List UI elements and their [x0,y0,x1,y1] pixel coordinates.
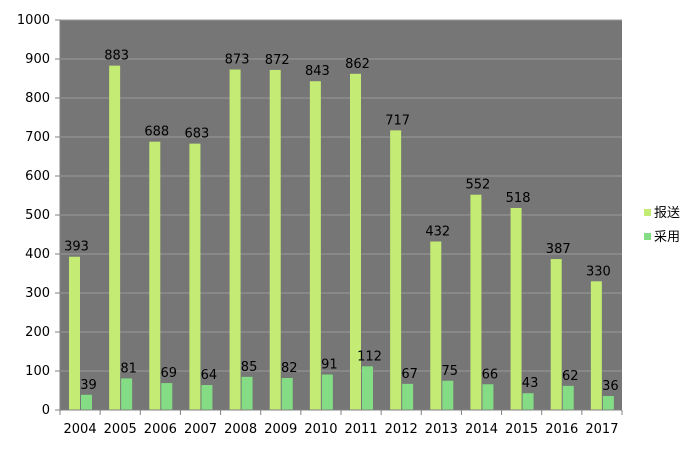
data-label-caiyong: 69 [161,366,178,381]
y-tick-label: 900 [25,52,50,67]
data-label-caiyong: 75 [442,364,459,379]
bar-caiyong [241,376,253,410]
x-tick-label: 2016 [545,422,578,437]
bar-baosong [590,281,602,410]
bar-caiyong [161,383,173,410]
data-label-baosong: 683 [185,127,210,142]
legend-swatch [644,233,651,240]
x-tick-label: 2005 [104,422,137,437]
data-label-baosong: 873 [225,53,250,68]
bar-caiyong [321,374,333,410]
data-label-caiyong: 112 [357,349,382,364]
data-label-caiyong: 43 [522,376,539,391]
bar-caiyong [121,378,133,410]
data-labels: 393 39 883 81 688 69 683 64 873 85 872 82 843 91 862 11… [64,49,619,394]
bar-baosong [390,130,402,410]
y-tick-label: 700 [25,130,50,145]
x-tick-label: 2015 [505,422,538,437]
data-label-caiyong: 91 [321,358,338,373]
legend-label: 采用 [654,230,680,245]
data-label-caiyong: 82 [281,361,298,376]
x-tick-label: 2010 [304,422,337,437]
bar-caiyong [81,394,92,410]
y-tick-label: 100 [25,364,50,379]
bar-baosong [510,207,522,410]
y-tick-label: 500 [25,208,50,223]
x-tick-label: 2012 [385,422,418,437]
data-label-caiyong: 81 [120,361,137,376]
x-tick-label: 2006 [144,422,177,437]
bar-caiyong [362,366,373,410]
data-label-baosong: 393 [64,240,89,255]
y-tick-label: 1000 [17,13,50,28]
data-label-caiyong: 64 [201,368,218,383]
bar-caiyong [522,393,534,410]
y-tick-label: 300 [25,286,50,301]
axes: 0 100 200 300 400 500 600 700 800 900 1000 2004 2005… [17,13,623,437]
bar-baosong [189,143,201,410]
legend-label: 报送 [654,206,680,221]
data-label-baosong: 330 [586,264,611,279]
legend-swatch [644,209,651,216]
data-label-baosong: 518 [506,191,531,206]
bar-caiyong [281,378,293,410]
data-label-baosong: 872 [265,53,290,68]
bar-baosong [229,69,241,410]
bar-baosong [69,256,80,410]
data-label-caiyong: 67 [401,367,418,382]
bar-caiyong [602,395,614,410]
bar-baosong [109,65,121,410]
data-label-caiyong: 85 [241,360,258,375]
x-tick-label: 2008 [224,422,257,437]
data-label-baosong: 843 [305,64,330,79]
bar-baosong [309,81,321,410]
y-tick-label: 600 [25,169,50,184]
x-tick-label: 2004 [64,422,97,437]
data-label-baosong: 862 [345,57,370,72]
data-label-baosong: 552 [466,178,491,193]
bar-baosong [269,69,281,411]
y-tick-label: 0 [42,403,50,418]
data-label-baosong: 688 [144,125,169,140]
bar-baosong [550,259,562,410]
bar-caiyong [562,385,574,410]
data-label-baosong: 883 [104,49,129,64]
bar-caiyong [201,385,213,410]
bar-baosong [430,241,442,410]
bar-caiyong [402,383,414,410]
bar-baosong [470,194,482,410]
bar-caiyong [482,384,494,410]
data-label-caiyong: 39 [80,378,97,393]
bars [69,65,614,411]
x-tick-label: 2013 [425,422,458,437]
data-label-baosong: 387 [546,242,571,257]
bar-caiyong [442,380,454,410]
x-tick-label: 2007 [184,422,217,437]
y-tick-label: 400 [25,247,50,262]
x-tick-label: 2017 [585,422,618,437]
data-label-baosong: 717 [385,113,410,128]
y-tick-label: 200 [25,325,50,340]
data-label-baosong: 432 [425,225,450,240]
data-label-caiyong: 36 [602,379,619,394]
y-tick-label: 800 [25,91,50,106]
data-label-caiyong: 62 [562,369,579,384]
x-tick-label: 2011 [345,422,378,437]
bar-baosong [149,141,161,410]
data-label-caiyong: 66 [482,367,499,382]
bar-baosong [350,73,361,410]
x-tick-label: 2009 [264,422,297,437]
x-tick-label: 2014 [465,422,498,437]
